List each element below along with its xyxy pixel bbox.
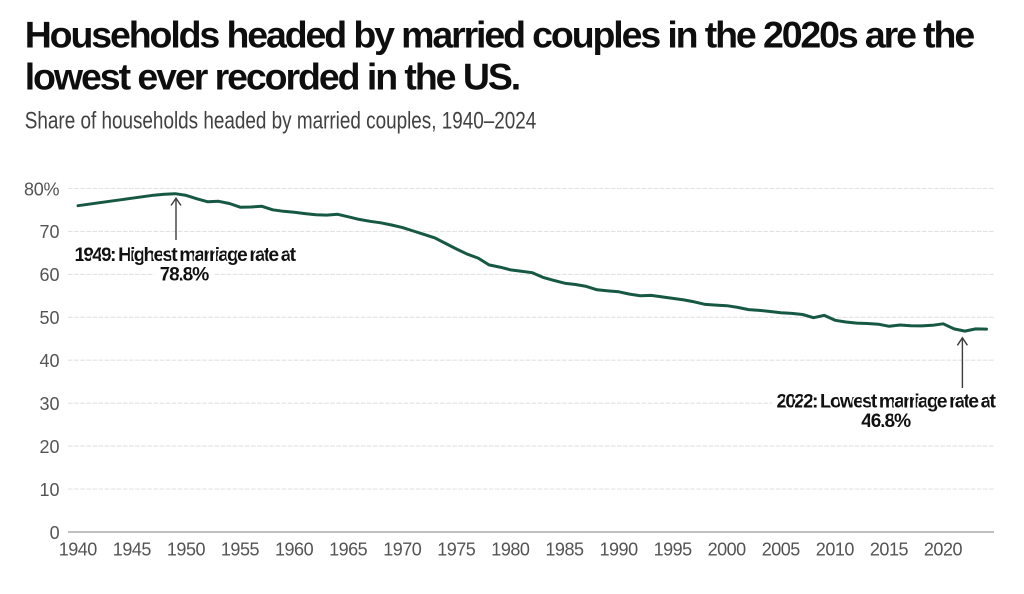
svg-text:Share of households headed by: Share of households headed by married co…: [25, 107, 537, 134]
svg-text:30: 30: [40, 394, 60, 414]
svg-text:1955: 1955: [221, 539, 260, 559]
svg-text:1980: 1980: [491, 539, 530, 559]
svg-text:2020: 2020: [924, 539, 963, 559]
svg-text:78.8%: 78.8%: [160, 265, 210, 286]
svg-text:1990: 1990: [600, 539, 639, 559]
svg-text:1985: 1985: [545, 539, 584, 559]
svg-text:2010: 2010: [816, 539, 855, 559]
svg-text:1965: 1965: [329, 539, 368, 559]
svg-text:60: 60: [40, 265, 60, 285]
svg-text:1995: 1995: [654, 539, 693, 559]
svg-text:10: 10: [40, 480, 60, 500]
svg-text:40: 40: [40, 351, 60, 371]
svg-text:80%: 80%: [24, 179, 60, 199]
svg-text:1975: 1975: [437, 539, 476, 559]
svg-text:2022: Lowest marriage rate at: 2022: Lowest marriage rate at: [776, 391, 996, 412]
svg-text:Households headed by married c: Households headed by married couples in …: [25, 14, 976, 56]
svg-text:1940: 1940: [59, 539, 98, 559]
svg-text:1945: 1945: [113, 539, 152, 559]
svg-text:70: 70: [40, 222, 60, 242]
svg-text:46.8%: 46.8%: [861, 411, 911, 432]
svg-text:1960: 1960: [275, 539, 314, 559]
svg-text:50: 50: [40, 308, 60, 328]
svg-text:1970: 1970: [383, 539, 422, 559]
svg-text:lowest ever recorded in the US: lowest ever recorded in the US.: [25, 56, 522, 98]
svg-text:1949: Highest marriage rate at: 1949: Highest marriage rate at: [75, 245, 297, 266]
svg-text:0: 0: [50, 523, 60, 543]
svg-text:20: 20: [40, 437, 60, 457]
svg-text:2015: 2015: [870, 539, 909, 559]
svg-text:2000: 2000: [708, 539, 747, 559]
svg-text:2005: 2005: [762, 539, 801, 559]
svg-text:1950: 1950: [167, 539, 206, 559]
